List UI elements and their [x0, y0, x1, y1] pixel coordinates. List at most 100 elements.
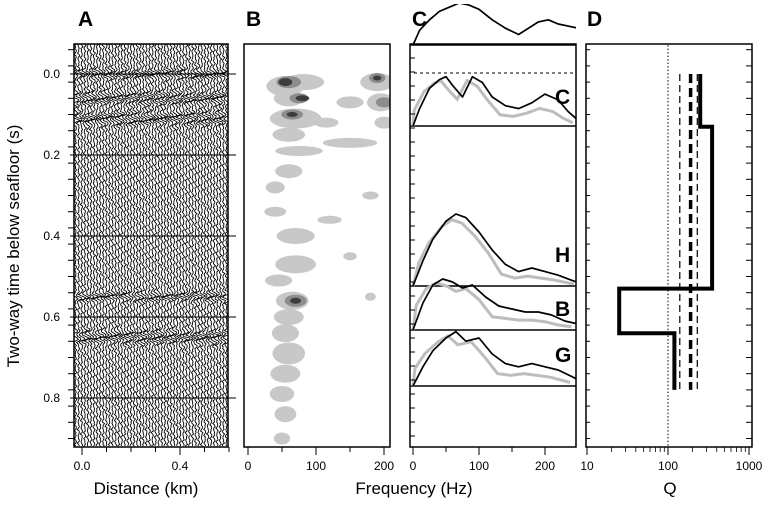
- x-tick-label: 0.4: [172, 459, 189, 473]
- seismic-trace: [148, 44, 158, 447]
- spectrogram-blob: [286, 112, 298, 117]
- spectrogram-blob: [275, 145, 323, 156]
- seismic-trace: [161, 44, 172, 447]
- panel-b-letter: B: [246, 8, 261, 31]
- seismic-trace: [206, 44, 216, 447]
- x-tick-label: 0: [410, 459, 417, 473]
- seismic-trace: [220, 44, 228, 447]
- trace-label-c: C: [555, 86, 570, 109]
- x-tick-label: 1000: [736, 459, 763, 473]
- y-tick-label: 0.8: [43, 391, 60, 405]
- spectrogram-blob: [362, 191, 379, 200]
- seismic-trace: [129, 44, 140, 447]
- trace-label-h: H: [555, 244, 570, 267]
- x-tick-label: 0.0: [74, 459, 91, 473]
- spectrum-grey-curve: [411, 334, 571, 387]
- spectrogram-blob: [276, 228, 315, 244]
- x-tick-label: 0: [245, 459, 252, 473]
- panel-d-letter: D: [587, 8, 602, 31]
- spectrogram-blob: [322, 137, 378, 148]
- seismic-trace: [188, 44, 198, 447]
- seismic-trace: [194, 44, 204, 447]
- spectrum-grey-curve: [411, 218, 575, 287]
- y-tick-labels: 0.0 0.2 0.4 0.6 0.8: [43, 49, 74, 439]
- spectrum-curve-c: [412, 75, 576, 127]
- panel-c-letter: C: [412, 8, 427, 31]
- seismic-trace: [101, 44, 112, 447]
- spectrogram-blob: [272, 127, 306, 142]
- seismic-trace: [200, 44, 211, 447]
- frequency-axis-title: Frequency (Hz): [355, 479, 472, 498]
- seismic-trace: [184, 44, 195, 447]
- seismic-trace: [191, 44, 200, 447]
- seismic-trace: [74, 44, 83, 447]
- x-tick-label: 100: [306, 459, 326, 473]
- seismic-trace: [182, 44, 191, 447]
- y-tick-label: 0.4: [43, 229, 60, 243]
- seismic-trace: [87, 44, 96, 447]
- seismic-trace: [98, 44, 108, 447]
- seismic-trace: [92, 44, 103, 447]
- seismic-trace: [104, 44, 114, 447]
- seismic-trace: [212, 44, 222, 447]
- spectrogram-blob: [336, 96, 364, 109]
- panel-b-x-ticks: 0 100 200: [245, 447, 394, 473]
- seismic-trace: [145, 44, 155, 447]
- q-profile-thick-solid: [617, 74, 715, 390]
- q-profiles: [617, 44, 715, 447]
- spectrogram: [264, 73, 390, 445]
- seismic-trace: [151, 44, 161, 447]
- spectrum-curve-g: [412, 330, 576, 387]
- seismic-trace: [133, 44, 142, 447]
- spectrogram-blob: [271, 324, 299, 343]
- seismic-trace: [111, 44, 120, 447]
- spectrogram-blob: [278, 78, 293, 87]
- y-tick-label: 0.6: [43, 310, 60, 324]
- seismic-trace: [209, 44, 220, 447]
- seismic-trace: [204, 44, 213, 447]
- seismic-trace: [83, 44, 94, 447]
- trace-label-b: B: [555, 298, 570, 321]
- panel-a-x-axis-title: Distance (km): [94, 479, 199, 498]
- y-axis-title: Two-way time below seafloor (s): [4, 125, 23, 368]
- spectrum-curve-top: [412, 4, 576, 46]
- x-tick-label: 200: [374, 459, 394, 473]
- spectra: [410, 4, 576, 387]
- seismic-trace: [159, 44, 169, 447]
- seismic-trace: [197, 44, 208, 447]
- spectrogram-blob: [317, 215, 342, 224]
- panel-b: B 0 100 200: [243, 8, 394, 473]
- panel-d-x-axis-title: Q: [663, 479, 676, 498]
- panel-a-letter: A: [78, 8, 93, 31]
- seismic-trace: [172, 44, 183, 447]
- spectrogram-blob: [375, 97, 390, 108]
- seismic-trace: [218, 44, 228, 447]
- seismic-trace: [157, 44, 167, 447]
- seismic-trace: [136, 44, 145, 447]
- panel-d-frame: [585, 43, 753, 448]
- spectrogram-blob: [373, 75, 382, 81]
- spectrogram-blob: [272, 342, 306, 365]
- seismic-trace: [153, 44, 164, 447]
- spectrogram-blob: [374, 116, 390, 129]
- panel-a-frame: [73, 43, 229, 448]
- spectrogram-blob: [269, 385, 295, 402]
- seismic-trace: [138, 44, 149, 447]
- spectrogram-blob: [364, 292, 376, 301]
- spectrum-grey-curve: [411, 281, 572, 331]
- spectrogram-blob: [290, 297, 302, 304]
- seismic-trace: [113, 44, 124, 447]
- spectrum-curve-b: [412, 278, 576, 331]
- spectrogram-blob: [275, 255, 316, 274]
- seismic-trace: [90, 44, 99, 447]
- x-tick-label: 100: [469, 459, 489, 473]
- seismic-trace: [216, 44, 226, 447]
- seismic-trace: [123, 44, 133, 447]
- seismic-trace: [74, 44, 82, 447]
- spectrogram-blob: [273, 309, 304, 325]
- y-tick-label: 0.2: [43, 148, 60, 162]
- spectrum-grey-curve: [411, 78, 574, 127]
- panel-d-x-ticks: 10 100 1000: [580, 447, 763, 473]
- spectrogram-blob: [265, 181, 285, 194]
